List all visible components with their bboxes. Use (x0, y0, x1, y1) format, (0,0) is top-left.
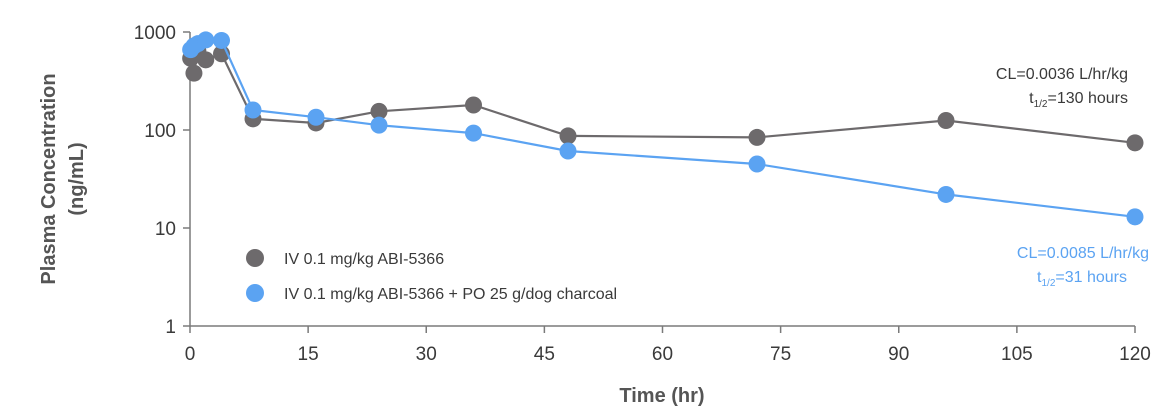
y-axis-title: Plasma Concentration (38, 73, 60, 284)
data-point (213, 31, 230, 49)
x-tick-label: 105 (1001, 344, 1033, 365)
x-tick-label: 30 (416, 344, 437, 365)
data-point (748, 128, 766, 146)
annotation-iv: CL=0.0036 L/hr/kg t1/2=130 hours (996, 66, 1128, 110)
data-point (197, 51, 215, 69)
series-1 (182, 31, 1144, 226)
annotation-iv-charcoal-halflife: t1/2=31 hours (1037, 269, 1127, 289)
x-axis-title: Time (hr) (619, 385, 704, 407)
x-tick-label: 0 (185, 344, 196, 365)
data-point (370, 102, 388, 120)
x-tick-label: 15 (298, 344, 319, 365)
data-point (307, 108, 325, 126)
data-point (465, 96, 482, 114)
y-axis-title-units: (ng/mL) (66, 142, 88, 215)
legend-label-iv: IV 0.1 mg/kg ABI-5366 (284, 251, 444, 268)
x-tick-label: 45 (534, 344, 555, 365)
y-tick-label: 1 (165, 317, 176, 338)
data-point (465, 124, 482, 142)
data-point (197, 31, 215, 49)
data-point (559, 127, 577, 145)
annotation-iv-cl: CL=0.0036 L/hr/kg (996, 66, 1128, 83)
x-tick-label: 90 (888, 344, 909, 365)
x-tick-label: 75 (770, 344, 791, 365)
y-tick-label: 1000 (134, 23, 176, 44)
data-point (370, 116, 388, 134)
y-tick-label: 100 (144, 121, 176, 142)
x-tick-label: 120 (1119, 344, 1151, 365)
annotation-iv-halflife: t1/2=130 hours (1029, 90, 1128, 110)
x-ticks: 0 15 30 45 60 75 90 105 120 (185, 326, 1151, 365)
legend: IV 0.1 mg/kg ABI-5366 IV 0.1 mg/kg ABI-5… (246, 249, 617, 303)
series-line (189, 38, 1136, 218)
data-point (185, 64, 203, 82)
series-0 (182, 42, 1144, 152)
data-point (1126, 208, 1144, 226)
x-tick-label: 60 (652, 344, 673, 365)
data-point (559, 142, 577, 160)
data-point (937, 112, 955, 130)
legend-marker-iv-charcoal (246, 284, 264, 302)
legend-marker-iv (246, 249, 264, 267)
series-line (189, 48, 1136, 144)
series-layer (182, 31, 1144, 226)
y-ticks: 1 10 100 1000 (134, 23, 190, 338)
annotation-iv-charcoal: CL=0.0085 L/hr/kg t1/2=31 hours (1017, 245, 1149, 289)
annotation-iv-charcoal-cl: CL=0.0085 L/hr/kg (1017, 245, 1149, 262)
legend-label-iv-charcoal: IV 0.1 mg/kg ABI-5366 + PO 25 g/dog char… (284, 286, 617, 303)
data-point (937, 185, 955, 203)
data-point (748, 155, 766, 173)
data-point (1126, 134, 1144, 152)
data-point (244, 101, 262, 119)
y-tick-label: 10 (155, 219, 176, 240)
